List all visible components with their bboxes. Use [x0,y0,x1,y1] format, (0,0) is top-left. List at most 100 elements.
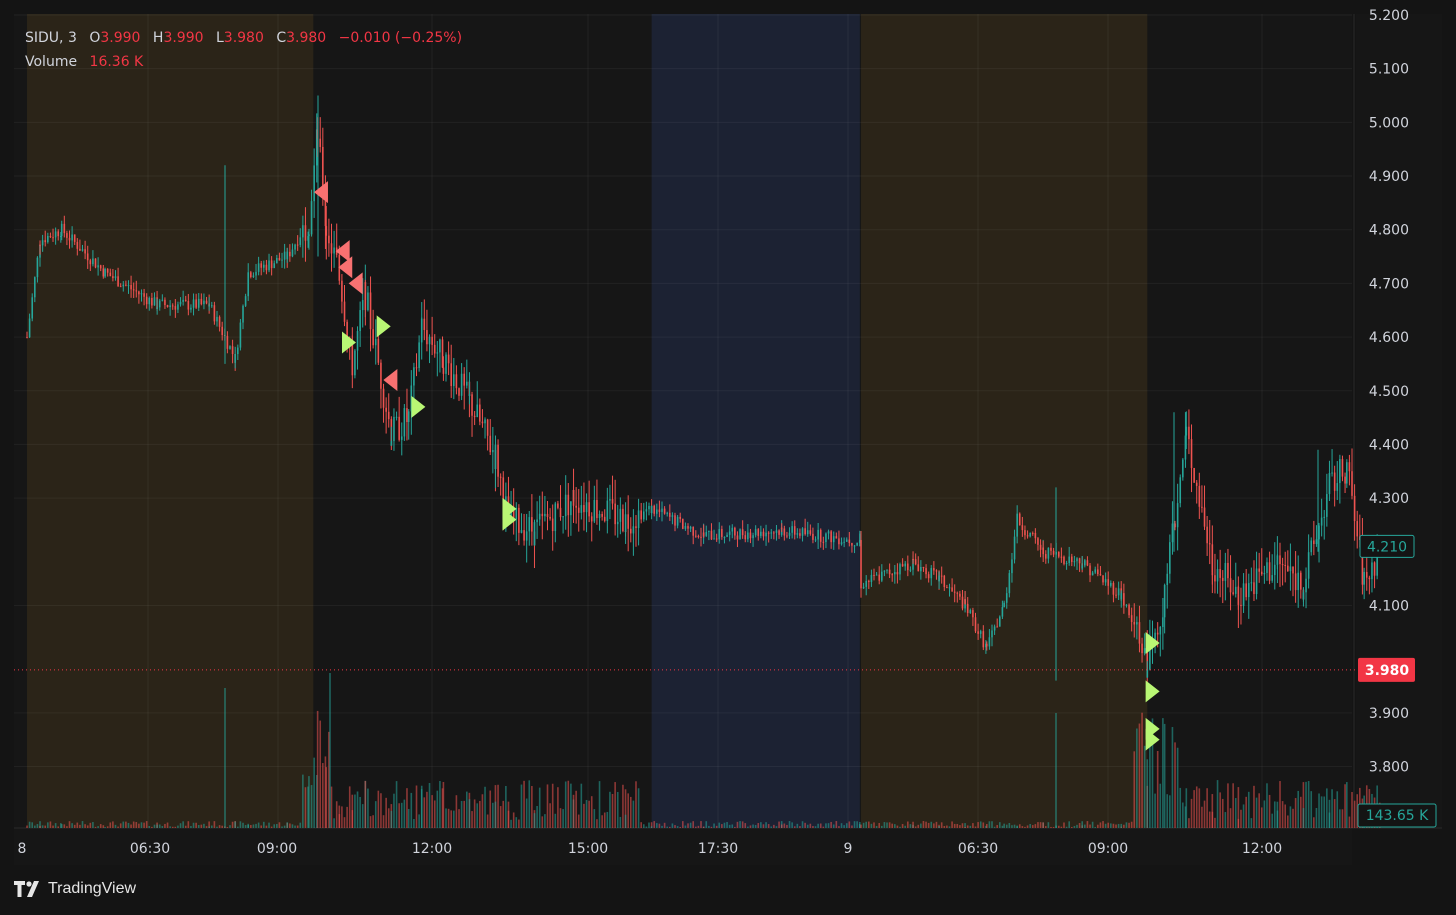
candle-body [492,450,494,453]
candle-body [622,508,624,532]
time-tick-label: 12:00 [1242,841,1282,857]
candle-body [369,292,372,330]
candle-body [276,257,278,264]
interval-label[interactable]: 3 [67,30,77,46]
volume-bar [273,824,276,828]
volume-bar [1193,790,1195,828]
volume-bar [1016,825,1018,828]
volume-bar [66,826,68,828]
candle-body [268,260,270,271]
volume-bar [762,824,765,828]
volume-bar [541,816,544,828]
volume-bar [338,814,341,828]
volume-bar [773,824,775,828]
volume-bar [925,821,927,828]
candle-body [247,272,250,279]
candle-body [234,354,237,363]
candle-body [1195,482,1198,486]
volume-bar [1037,822,1039,828]
candle-body [84,249,86,254]
volume-bar [536,805,538,828]
volume-bar [775,826,778,828]
candle-body [374,338,377,346]
volume-bar [1044,826,1047,828]
candle-body [313,165,315,202]
volume-bar [1341,809,1344,828]
candle-body [1276,555,1279,560]
volume-bar [835,821,838,828]
volume-bar [520,784,523,828]
volume-bar [263,821,265,828]
volume-bar [484,786,486,828]
volume-bar [71,823,73,828]
volume-bar [41,825,44,828]
candle-body [640,510,642,520]
volume-bar [682,821,684,828]
volume-label[interactable]: Volume [25,54,78,70]
candle-body [1099,574,1102,576]
volume-bar [616,792,619,828]
candle-body [996,626,998,628]
volume-bar [418,814,420,828]
volume-bar [1141,712,1143,828]
volume-bar [86,825,89,828]
candle-body [888,569,891,575]
volume-bar [953,823,956,828]
symbol-label[interactable]: SIDU [25,30,60,46]
candle-body [726,534,728,537]
candle-body [244,296,247,306]
candle-body [1315,539,1318,544]
volume-bar [1008,822,1011,828]
volume-bar [554,813,557,828]
volume-bar [1026,825,1029,828]
candle-body [420,332,423,343]
candle-body [114,276,117,279]
candle-body [969,610,972,613]
candle-body [398,416,400,440]
tradingview-logo[interactable]: TradingView [14,880,136,898]
candle-body [1163,584,1166,618]
candle-body [148,297,151,305]
volume-bar [974,826,977,828]
candle-body [143,293,145,297]
volume-bar [598,781,601,828]
volume-bar [1146,759,1149,828]
volume-bar [562,809,564,828]
volume-bar [577,814,580,828]
volume-bar [940,822,943,828]
volume-bar [674,825,676,828]
volume-bar [891,823,894,828]
volume-bar [1313,817,1315,828]
trade-marker-buy [1145,680,1160,703]
candle-body [385,407,387,412]
volume-bar [1318,793,1320,828]
candle-body [60,223,63,236]
volume-bar [904,825,907,828]
volume-bar [1331,789,1333,828]
volume-bar [97,826,99,828]
candle-body [41,240,44,246]
volume-bar [726,821,728,828]
candle-body [1281,564,1284,566]
volume-bar [433,800,436,828]
candle-body [418,342,420,368]
candle-body [54,231,57,238]
volume-bar [1227,783,1229,828]
candle-body [767,532,770,534]
candle-body [593,499,596,522]
low-value: 3.980 [223,30,264,46]
candle-body [1365,571,1368,578]
volume-bar [1169,795,1171,828]
volume-bar [395,781,398,828]
candle-body [819,529,822,542]
candle-body [436,352,439,354]
candle-body [912,558,914,570]
candle-body [702,532,705,536]
candle-body [127,285,130,287]
candle-body [731,527,734,532]
volume-bar [428,783,431,828]
candle-body [26,337,28,339]
volume-bar [1024,826,1026,828]
time-tick-label: 09:00 [1088,841,1128,857]
